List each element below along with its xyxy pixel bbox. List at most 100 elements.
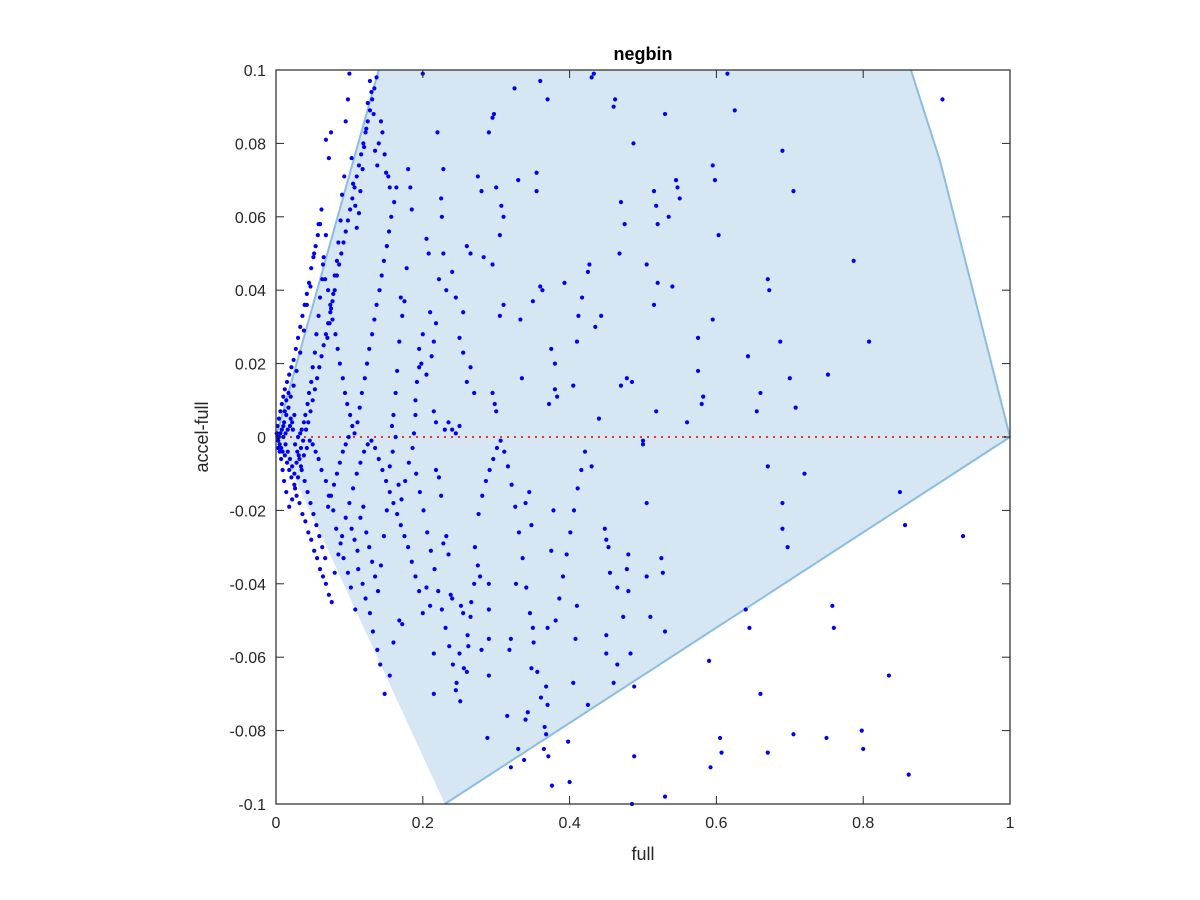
data-point <box>544 684 549 689</box>
data-point <box>306 390 312 396</box>
data-point <box>328 130 334 135</box>
data-point <box>397 339 402 344</box>
data-point <box>358 460 363 465</box>
data-points <box>274 71 966 807</box>
data-point <box>358 189 363 194</box>
data-point <box>538 284 543 289</box>
data-point <box>568 530 573 535</box>
data-point <box>376 141 381 146</box>
data-point <box>466 644 471 649</box>
data-point <box>310 442 315 447</box>
data-point <box>712 178 718 183</box>
data-point <box>521 757 527 763</box>
data-point <box>940 97 945 102</box>
data-point <box>406 545 411 550</box>
data-point <box>518 317 523 322</box>
data-point <box>364 530 369 535</box>
data-point <box>328 306 334 311</box>
y-tick-label: -0.02 <box>230 503 267 520</box>
data-point <box>629 379 635 385</box>
data-point <box>778 339 783 344</box>
data-point <box>424 236 429 241</box>
data-point <box>321 255 326 260</box>
data-point <box>317 567 323 572</box>
data-point <box>706 658 712 663</box>
data-point <box>317 295 323 300</box>
data-point <box>591 71 596 76</box>
data-point <box>302 478 307 484</box>
data-point <box>902 522 908 528</box>
data-point <box>370 559 375 564</box>
data-point <box>831 625 836 630</box>
data-point <box>296 453 301 458</box>
data-point <box>290 420 295 425</box>
data-point <box>732 108 737 113</box>
data-point <box>375 163 380 168</box>
data-point <box>280 467 285 473</box>
data-point <box>323 233 329 238</box>
data-point <box>413 398 418 403</box>
data-point <box>461 350 466 355</box>
data-point <box>546 401 552 407</box>
data-point <box>897 489 903 495</box>
data-point <box>345 218 351 223</box>
data-point <box>380 467 385 473</box>
data-point <box>392 200 397 205</box>
data-point <box>336 552 341 557</box>
data-point <box>312 387 318 392</box>
data-point <box>648 614 653 619</box>
data-point <box>384 478 389 484</box>
data-point <box>309 379 314 385</box>
data-point <box>282 453 287 458</box>
data-point <box>279 401 284 407</box>
data-point <box>294 493 299 498</box>
data-point <box>531 640 536 645</box>
data-point <box>345 97 351 102</box>
data-point <box>662 111 668 117</box>
data-point <box>758 390 763 396</box>
data-point <box>397 618 402 623</box>
data-point <box>370 332 375 337</box>
data-point <box>382 691 387 697</box>
data-point <box>538 78 543 84</box>
data-point <box>552 387 558 392</box>
data-point <box>394 185 399 190</box>
data-point <box>529 522 534 528</box>
data-point <box>384 508 389 513</box>
data-point <box>314 522 319 528</box>
data-point <box>433 467 439 473</box>
data-point <box>328 310 333 315</box>
data-point <box>356 211 362 216</box>
data-point <box>353 203 358 208</box>
data-point <box>501 214 506 219</box>
data-point <box>461 611 466 616</box>
data-point <box>575 486 580 491</box>
data-point <box>617 251 622 256</box>
data-point <box>666 214 671 219</box>
data-point <box>745 354 751 359</box>
data-point <box>618 383 624 388</box>
data-point <box>486 607 491 612</box>
data-point <box>281 394 286 399</box>
data-point <box>290 464 295 469</box>
data-point <box>370 629 375 634</box>
data-point <box>585 702 591 708</box>
data-point <box>512 86 517 91</box>
data-point <box>386 229 392 234</box>
data-point <box>341 556 346 561</box>
x-tick-label: 0.6 <box>705 815 727 832</box>
y-tick-label: 0.04 <box>235 283 266 300</box>
data-point <box>342 390 348 396</box>
data-point <box>538 695 544 700</box>
data-point <box>439 607 444 612</box>
data-point <box>389 423 395 429</box>
data-point <box>886 673 891 678</box>
data-point <box>602 526 607 531</box>
region-lower-boundary <box>444 69 1012 805</box>
data-point <box>316 456 321 462</box>
data-point <box>802 471 807 476</box>
data-point <box>534 170 539 175</box>
data-point <box>765 464 770 469</box>
data-point <box>303 427 309 432</box>
data-point <box>303 412 308 418</box>
